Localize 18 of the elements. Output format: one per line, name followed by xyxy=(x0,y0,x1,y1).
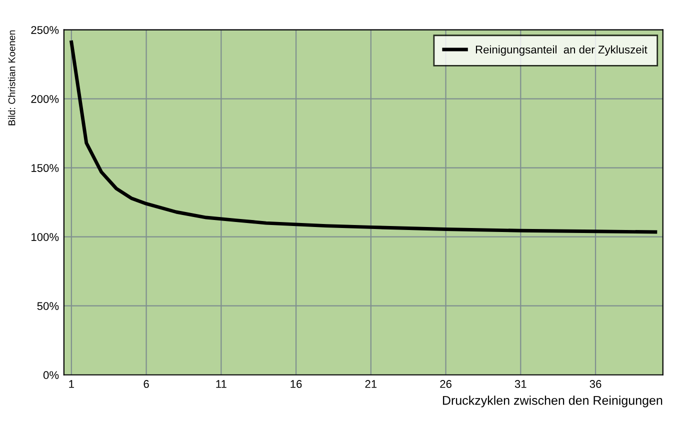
x-tick-label: 6 xyxy=(144,380,149,388)
x-tick-label: 31 xyxy=(514,380,526,388)
y-tick-label: 200% xyxy=(31,95,59,103)
y-tick-label: 250% xyxy=(31,26,59,34)
x-axis-title: Druckzyklen zwischen den Reinigungen xyxy=(442,396,662,408)
x-tick-label: 1 xyxy=(69,380,74,388)
x-tick-label: 21 xyxy=(365,380,377,388)
x-tick-label: 16 xyxy=(290,380,302,388)
y-tick-label: 100% xyxy=(32,233,59,241)
x-tick-label: 11 xyxy=(216,380,226,388)
line-series xyxy=(70,40,658,234)
x-tick-label: 26 xyxy=(440,380,452,388)
text: Bild: Christian Koenen xyxy=(8,30,16,126)
x-tick-label: 36 xyxy=(590,380,602,388)
y-tick-label: 50% xyxy=(37,302,59,310)
legend-label: Reinigungsanteil an der Zykluszeit xyxy=(476,45,648,56)
y-tick-label: 0% xyxy=(43,371,59,380)
y-tick-label: 150% xyxy=(32,164,59,172)
